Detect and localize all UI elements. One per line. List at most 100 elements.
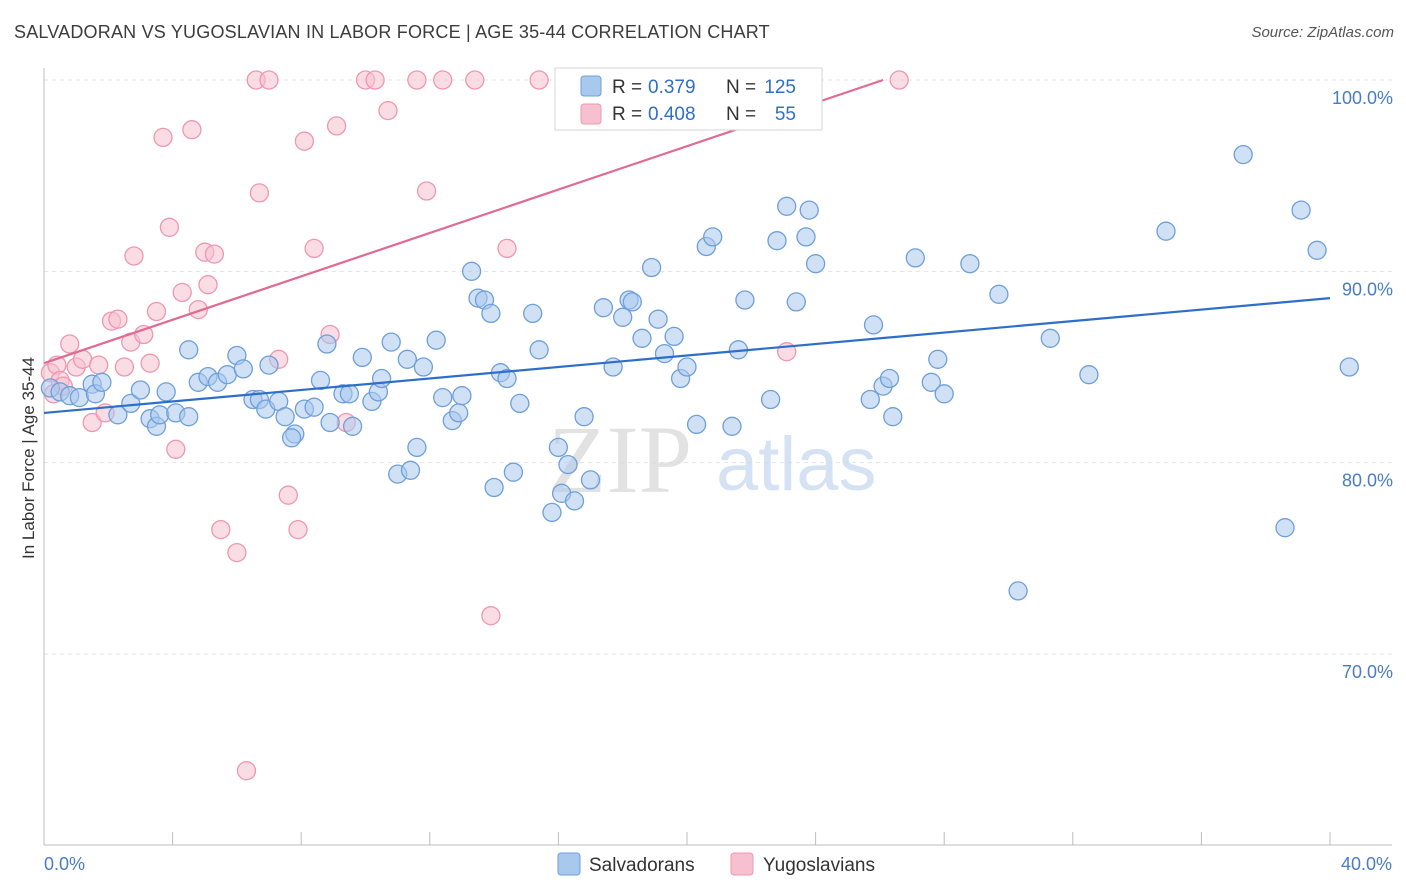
yugoslavians-point — [60, 334, 80, 354]
y-axis-tick-labels: 70.0% 80.0% 90.0% 100.0% — [1332, 88, 1393, 682]
yugoslavians-point — [889, 70, 909, 90]
salvadorans-point — [481, 303, 501, 324]
legend-swatch-salvadorans[interactable] — [557, 852, 581, 876]
salvadorans-point — [799, 200, 819, 220]
salvadorans-point — [397, 349, 417, 369]
salvadorans-point — [503, 462, 524, 482]
salvadorans-point — [342, 416, 363, 436]
salvadorans-point — [339, 384, 360, 404]
salvadorans-point — [371, 368, 392, 389]
salvadorans-point — [648, 309, 668, 329]
salvadorans-point — [777, 196, 797, 216]
yugoslavians-point — [166, 439, 186, 459]
salvadorans-points — [40, 144, 1359, 601]
yugoslavians-point — [259, 70, 279, 90]
yugoslavians-point — [304, 238, 324, 259]
salvadorans-trend-line — [43, 297, 1331, 415]
y-tick-label-100: 100.0% — [1332, 88, 1393, 108]
salvadorans-point — [1307, 240, 1327, 260]
stats-r-label-blue: R = — [612, 77, 642, 98]
salvadorans-point — [259, 355, 279, 375]
salvadorans-point — [150, 405, 170, 425]
yugoslavians-point — [227, 542, 247, 563]
salvadorans-point — [1008, 581, 1028, 601]
yugoslavians-point — [497, 238, 517, 259]
salvadorans-point — [449, 403, 469, 423]
yugoslavians-point — [378, 100, 398, 121]
salvadorans-point — [179, 340, 199, 360]
axes — [43, 68, 1392, 846]
salvadorans-point — [1291, 200, 1311, 220]
yugoslavians-point — [211, 519, 231, 540]
x-tick-label-max: 40.0% — [1341, 854, 1392, 874]
y-tick-label-90: 90.0% — [1342, 279, 1393, 299]
salvadorans-point — [796, 227, 816, 247]
salvadorans-point — [879, 368, 900, 389]
salvadorans-point — [413, 357, 434, 377]
salvadorans-point — [1156, 221, 1176, 241]
yugoslavians-point — [204, 244, 225, 264]
yugoslavians-point — [89, 355, 109, 375]
salvadorans-point — [400, 460, 421, 480]
yugoslavians-point — [278, 485, 298, 505]
salvadorans-point — [928, 349, 948, 369]
salvadorans-point — [433, 387, 453, 408]
yugoslavians-point — [172, 282, 192, 303]
salvadorans-point — [352, 347, 372, 368]
yugoslavians-point — [82, 412, 102, 433]
salvadorans-point — [217, 365, 237, 385]
y-tick-label-80: 80.0% — [1342, 471, 1393, 491]
salvadorans-point — [934, 384, 954, 404]
salvadorans-point — [542, 502, 562, 523]
yugoslavians-point — [159, 217, 180, 237]
salvadorans-point — [960, 254, 980, 274]
legend-swatch-yugoslavians[interactable] — [730, 852, 754, 876]
stats-legend-swatch-blue — [580, 75, 602, 97]
legend-label-yugoslavians[interactable]: Yugoslavians — [763, 855, 875, 876]
salvadorans-point — [1040, 328, 1060, 348]
salvadorans-point — [92, 372, 112, 392]
salvadorans-point — [156, 382, 176, 402]
x-tick-label-min: 0.0% — [44, 854, 85, 874]
salvadorans-point — [558, 454, 578, 475]
stats-n-label-pink: N = — [726, 104, 756, 125]
salvadorans-point — [233, 359, 253, 379]
yugoslavians-point — [108, 309, 128, 329]
yugoslavians-point — [198, 275, 218, 295]
stats-n-value-blue: 125 — [764, 77, 796, 98]
stats-r-label-pink: R = — [612, 104, 642, 125]
salvadorans-point — [722, 416, 742, 436]
yugoslavians-point — [416, 181, 437, 201]
yugoslavians-point — [465, 70, 485, 90]
stats-legend-swatch-pink — [580, 103, 602, 125]
bottom-legend: Salvadorans Yugoslavians — [557, 852, 875, 876]
salvadorans-point — [304, 397, 324, 417]
salvadorans-point — [320, 412, 340, 433]
salvadorans-point — [1339, 357, 1359, 377]
salvadorans-point — [580, 470, 601, 490]
yugoslavians-point — [114, 357, 135, 377]
salvadorans-point — [310, 370, 331, 391]
salvadorans-point — [484, 477, 504, 498]
salvadorans-point — [735, 290, 755, 310]
salvadorans-point — [179, 407, 199, 427]
legend-label-salvadorans[interactable]: Salvadorans — [589, 855, 695, 876]
y-axis-label: In Labor Force | Age 35-44 — [19, 357, 38, 559]
yugoslavians-point — [153, 127, 173, 148]
salvadorans-point — [654, 343, 675, 364]
salvadorans-point — [1079, 365, 1099, 385]
salvadorans-point — [989, 284, 1009, 304]
salvadorans-point — [1275, 518, 1295, 538]
salvadorans-point — [664, 326, 684, 347]
yugoslavians-point — [288, 519, 308, 540]
salvadorans-point — [805, 254, 826, 274]
salvadorans-point — [760, 389, 781, 410]
salvadorans-point — [905, 248, 925, 268]
salvadorans-point — [641, 257, 662, 278]
salvadorans-point — [786, 292, 806, 312]
salvadorans-point — [1233, 144, 1253, 165]
yugoslavians-point — [326, 116, 347, 136]
salvadorans-point — [593, 298, 614, 318]
salvadorans-point — [921, 372, 941, 392]
